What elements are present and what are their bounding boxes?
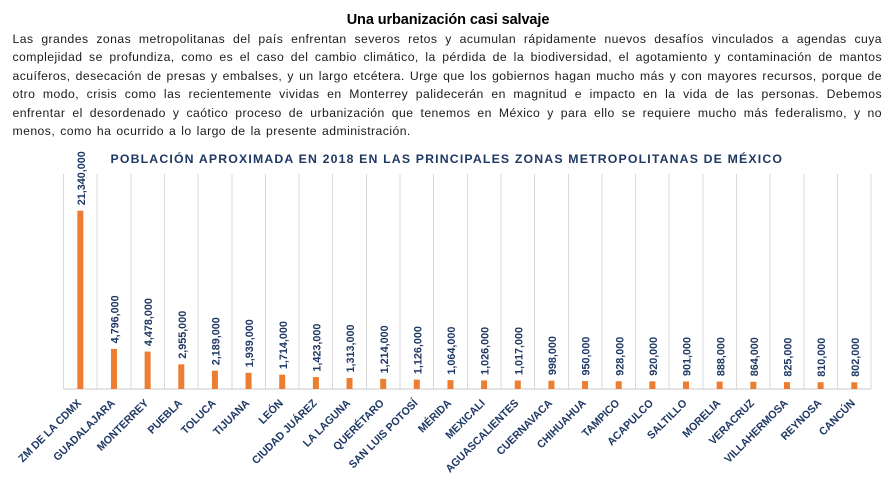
svg-text:LEÓN: LEÓN — [256, 397, 286, 427]
svg-text:950,000: 950,000 — [581, 337, 593, 376]
svg-text:POBLACIÓN APROXIMADA EN 2018 E: POBLACIÓN APROXIMADA EN 2018 EN LAS PRIN… — [111, 151, 784, 166]
svg-text:TIJUANA: TIJUANA — [211, 397, 252, 438]
svg-text:4,478,000: 4,478,000 — [143, 298, 155, 346]
svg-text:998,000: 998,000 — [547, 336, 559, 375]
svg-text:864,000: 864,000 — [749, 337, 761, 376]
svg-text:802,000: 802,000 — [850, 338, 862, 377]
svg-text:1,714,000: 1,714,000 — [278, 321, 290, 369]
svg-text:4,796,000: 4,796,000 — [110, 295, 122, 343]
svg-text:1,064,000: 1,064,000 — [446, 327, 458, 375]
svg-text:928,000: 928,000 — [614, 337, 626, 376]
svg-text:1,313,000: 1,313,000 — [345, 325, 357, 373]
svg-text:1,017,000: 1,017,000 — [513, 327, 525, 375]
svg-text:GUADALAJARA: GUADALAJARA — [51, 397, 117, 463]
svg-text:2,955,000: 2,955,000 — [177, 311, 189, 359]
svg-text:888,000: 888,000 — [715, 337, 727, 376]
svg-text:1,026,000: 1,026,000 — [480, 327, 492, 375]
svg-text:825,000: 825,000 — [783, 338, 795, 377]
svg-text:21,340,000: 21,340,000 — [76, 151, 88, 205]
svg-text:901,000: 901,000 — [682, 337, 694, 376]
svg-text:810,000: 810,000 — [816, 338, 828, 377]
svg-text:2,189,000: 2,189,000 — [211, 317, 223, 365]
svg-text:1,214,000: 1,214,000 — [379, 325, 391, 373]
svg-text:1,126,000: 1,126,000 — [412, 326, 424, 374]
svg-text:1,423,000: 1,423,000 — [311, 324, 323, 372]
svg-text:1,939,000: 1,939,000 — [244, 319, 256, 367]
svg-text:920,000: 920,000 — [648, 337, 660, 376]
svg-text:PUEBLA: PUEBLA — [146, 397, 185, 436]
svg-text:CANCÚN: CANCÚN — [816, 397, 858, 439]
